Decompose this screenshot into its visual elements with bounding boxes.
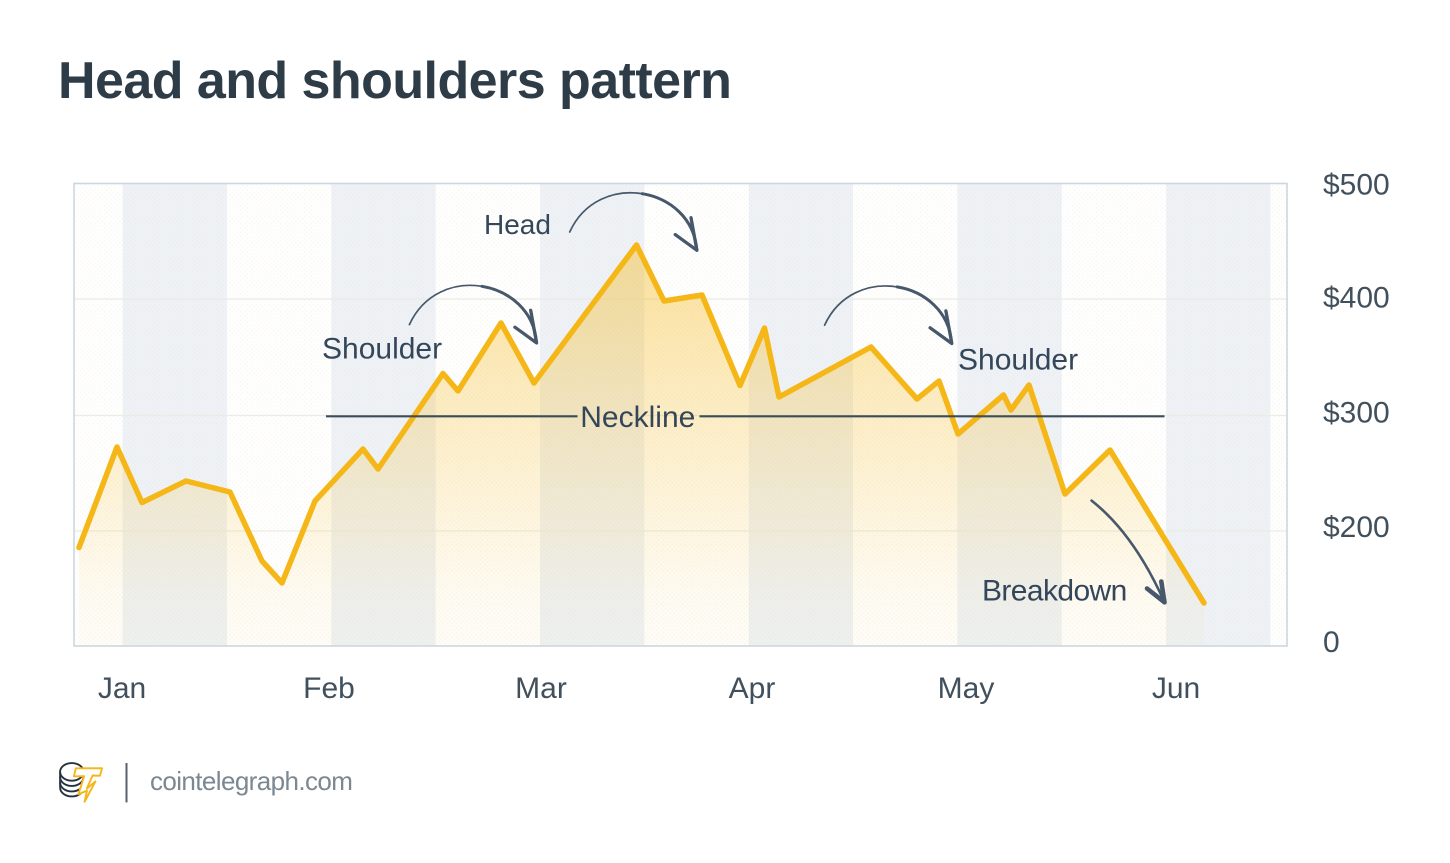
svg-text:Feb: Feb (303, 672, 355, 705)
svg-text:$200: $200 (1323, 511, 1390, 544)
svg-text:Breakdown: Breakdown (982, 574, 1127, 607)
svg-text:Neckline: Neckline (580, 401, 695, 434)
svg-text:cointelegraph.com: cointelegraph.com (150, 766, 352, 796)
svg-text:Jan: Jan (98, 672, 146, 705)
svg-text:0: 0 (1323, 626, 1340, 659)
svg-text:Shoulder: Shoulder (322, 332, 442, 365)
svg-text:$400: $400 (1323, 282, 1390, 315)
svg-text:$500: $500 (1323, 169, 1390, 202)
svg-text:Apr: Apr (729, 672, 776, 705)
svg-text:Shoulder: Shoulder (958, 344, 1078, 377)
svg-text:Head: Head (484, 209, 551, 240)
svg-text:May: May (938, 672, 995, 705)
svg-text:$300: $300 (1323, 397, 1390, 430)
svg-text:Mar: Mar (515, 672, 567, 705)
svg-text:Jun: Jun (1152, 672, 1200, 705)
